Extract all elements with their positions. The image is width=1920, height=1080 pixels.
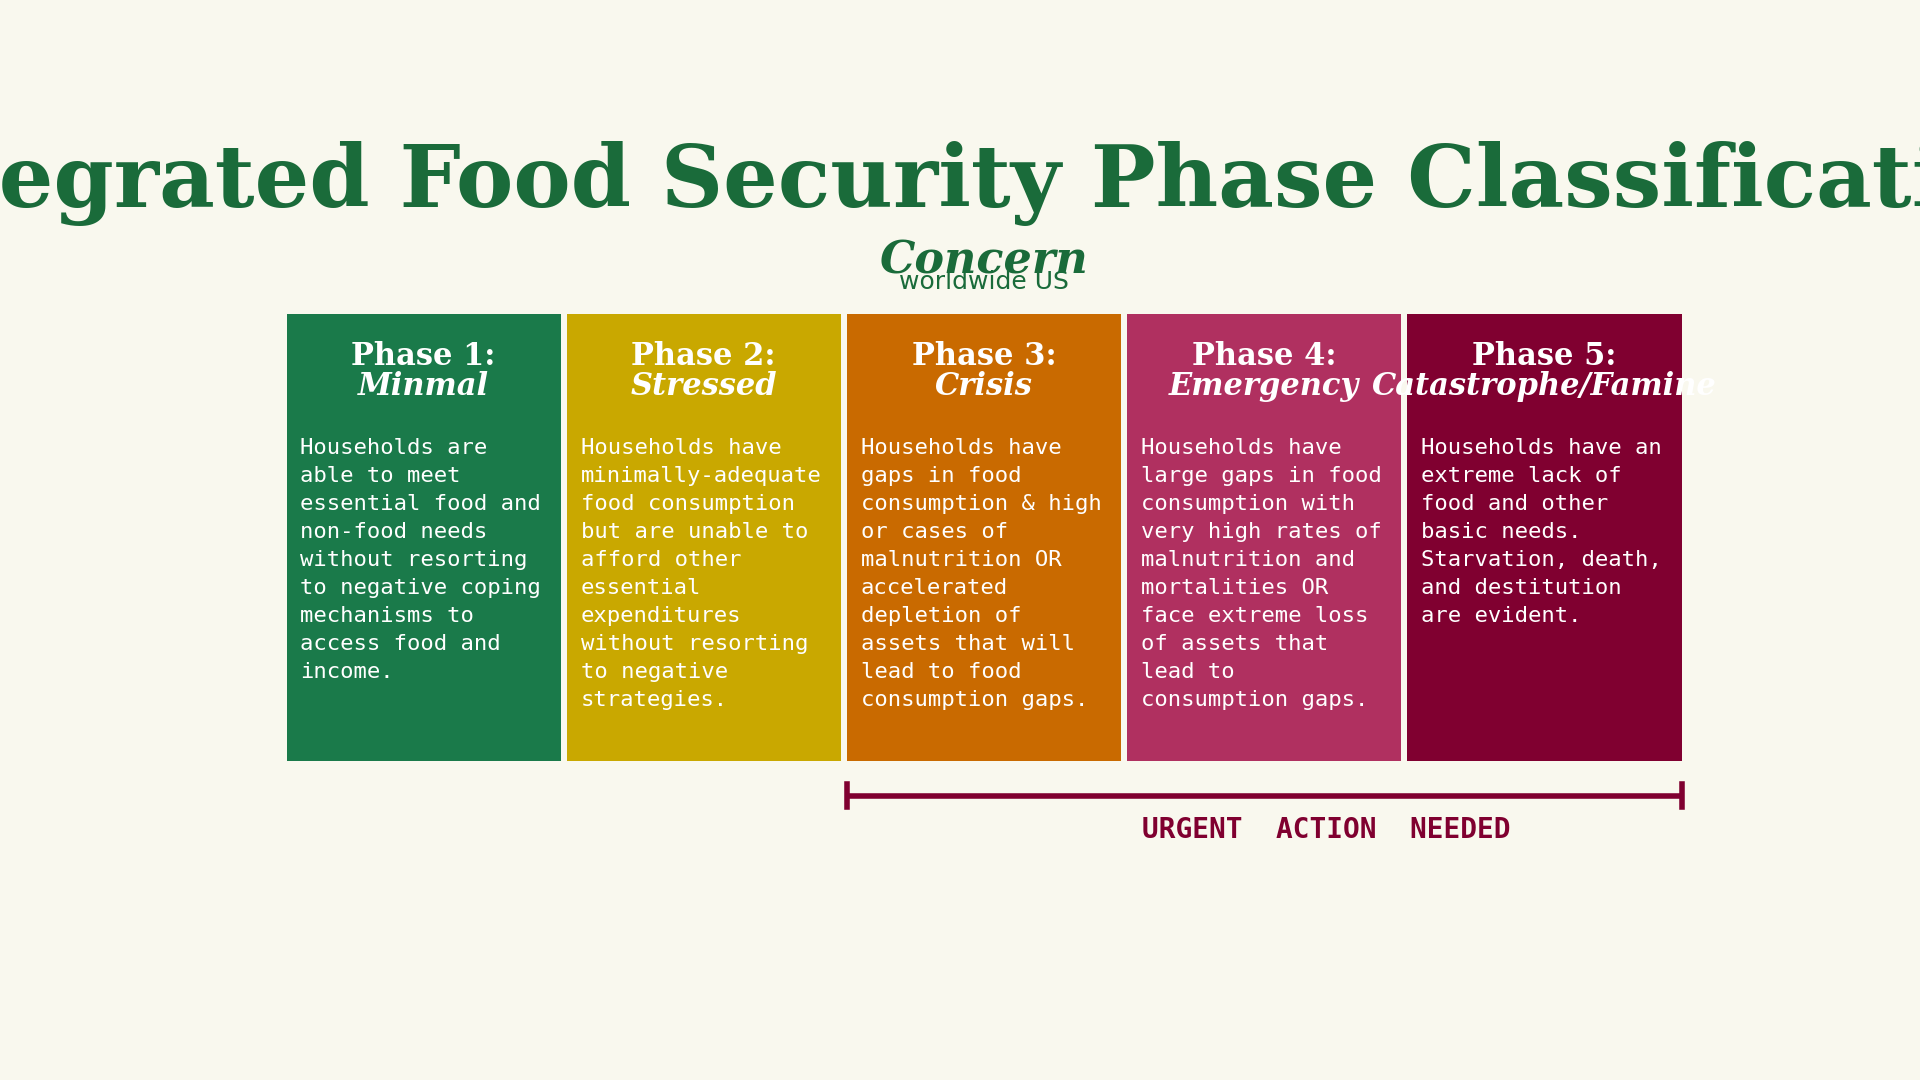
Text: Minmal: Minmal (357, 370, 490, 402)
Text: URGENT  ACTION  NEEDED: URGENT ACTION NEEDED (1142, 816, 1511, 845)
Text: Households have
gaps in food
consumption & high
or cases of
malnutrition OR
acce: Households have gaps in food consumption… (860, 437, 1102, 710)
Text: Stressed: Stressed (630, 370, 778, 402)
Text: Households have an
extreme lack of
food and other
basic needs.
Starvation, death: Households have an extreme lack of food … (1421, 437, 1663, 625)
Text: Households have
large gaps in food
consumption with
very high rates of
malnutrit: Households have large gaps in food consu… (1140, 437, 1382, 710)
Text: Households have
minimally-adequate
food consumption
but are unable to
afford oth: Households have minimally-adequate food … (580, 437, 822, 710)
Text: Phase 1:: Phase 1: (351, 341, 495, 373)
Bar (1407, 314, 1682, 761)
Text: Crisis: Crisis (935, 370, 1033, 402)
Text: Phase 5:: Phase 5: (1473, 341, 1617, 373)
Text: Catastrophe/Famine: Catastrophe/Famine (1373, 370, 1716, 402)
Text: Phase 2:: Phase 2: (632, 341, 776, 373)
Text: Phase 4:: Phase 4: (1192, 341, 1336, 373)
Bar (286, 314, 561, 761)
Text: Integrated Food Security Phase Classifications: Integrated Food Security Phase Classific… (0, 141, 1920, 226)
Text: Households are
able to meet
essential food and
non-food needs
without resorting
: Households are able to meet essential fo… (300, 437, 541, 681)
Bar (566, 314, 841, 761)
Bar (847, 314, 1121, 761)
Text: Phase 3:: Phase 3: (912, 341, 1056, 373)
Text: worldwide US: worldwide US (899, 270, 1069, 294)
Bar (1127, 314, 1402, 761)
Text: Emergency: Emergency (1169, 370, 1359, 402)
Text: Concern: Concern (879, 239, 1089, 282)
